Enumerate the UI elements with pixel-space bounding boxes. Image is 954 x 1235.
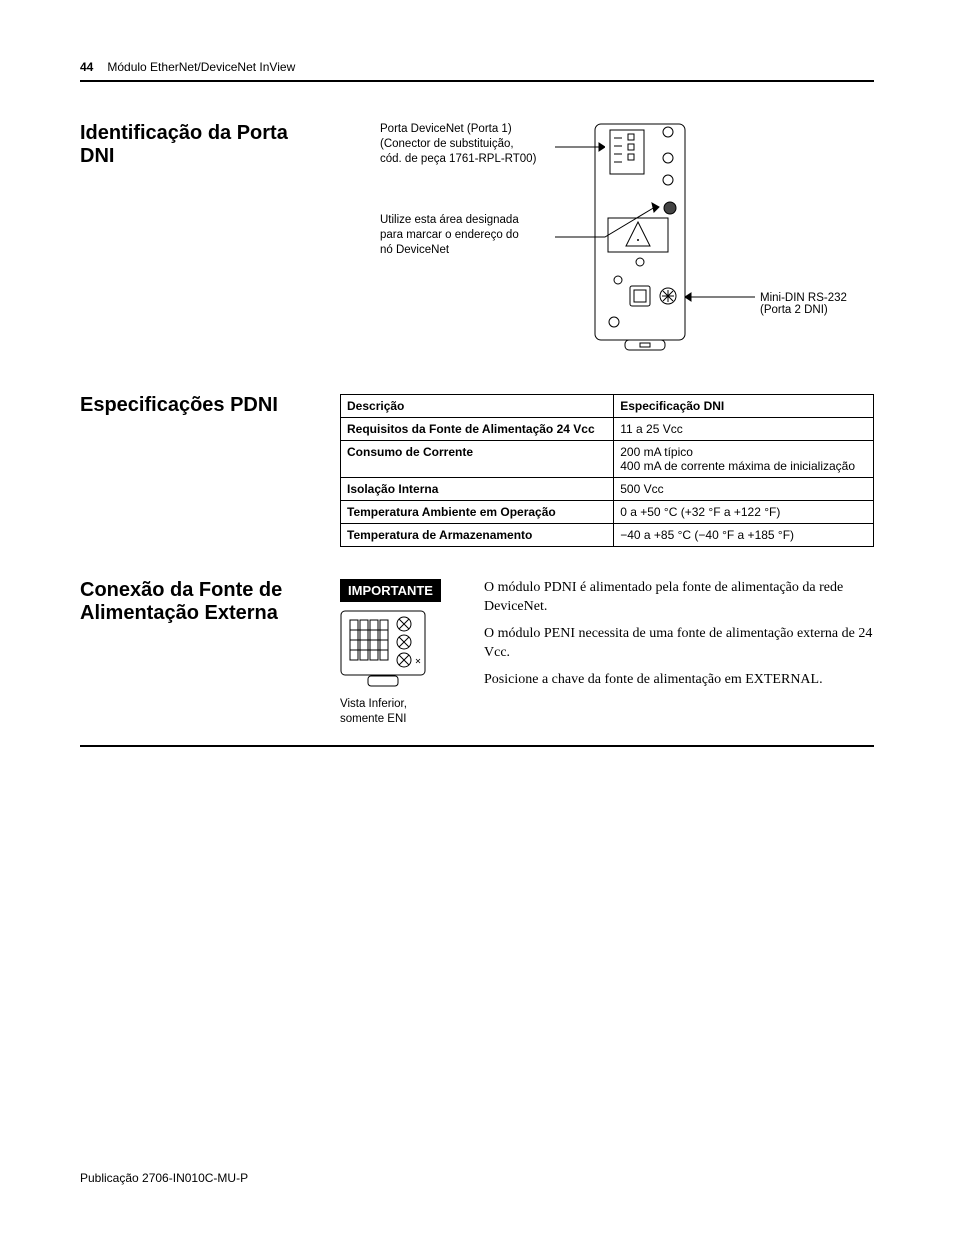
section3-heading: Conexão da Fonte de Alimentação Externa bbox=[80, 579, 310, 625]
col-descricao: Descrição bbox=[341, 395, 614, 418]
paragraph: O módulo PDNI é alimentado pela fonte de… bbox=[484, 579, 874, 617]
table-row: Temperatura Ambiente em Operação 0 a +50… bbox=[341, 501, 874, 524]
section-especificacoes: Especificações PDNI Descrição Especifica… bbox=[80, 394, 874, 547]
dni-diagram: Porta DeviceNet (Porta 1) (Conector de s… bbox=[340, 122, 874, 362]
table-header-row: Descrição Especificação DNI bbox=[341, 395, 874, 418]
table-row: Temperatura de Armazenamento −40 a +85 °… bbox=[341, 524, 874, 547]
spec-table: Descrição Especificação DNI Requisitos d… bbox=[340, 394, 874, 547]
table-row: Isolação Interna 500 Vcc bbox=[341, 478, 874, 501]
bottom-view-caption: Vista Inferior, somente ENI bbox=[340, 697, 460, 727]
section3-body: O módulo PDNI é alimentado pela fonte de… bbox=[484, 579, 874, 727]
section-identificacao: Identificação da Porta DNI Porta DeviceN… bbox=[80, 122, 874, 362]
bottom-view-icon bbox=[340, 610, 426, 688]
col-espec-dni: Especificação DNI bbox=[614, 395, 874, 418]
publication-footer: Publicação 2706-IN010C-MU-P bbox=[80, 1171, 248, 1185]
label-node-area: Utilize esta área designada para marcar … bbox=[380, 213, 560, 258]
table-row: Requisitos da Fonte de Alimentação 24 Vc… bbox=[341, 418, 874, 441]
table-row: Consumo de Corrente 200 mA típico 400 mA… bbox=[341, 441, 874, 478]
importante-badge: IMPORTANTE bbox=[340, 579, 441, 602]
section1-heading: Identificação da Porta DNI bbox=[80, 122, 310, 168]
section2-heading: Especificações PDNI bbox=[80, 394, 310, 417]
label-port1: Porta DeviceNet (Porta 1) (Conector de s… bbox=[380, 122, 560, 167]
section-conexao: Conexão da Fonte de Alimentação Externa … bbox=[80, 579, 874, 747]
paragraph: Posicione a chave da fonte de alimentaçã… bbox=[484, 671, 874, 690]
page-header: 44 Módulo EtherNet/DeviceNet InView bbox=[80, 60, 874, 82]
paragraph: O módulo PENI necessita de uma fonte de … bbox=[484, 625, 874, 663]
page-number: 44 bbox=[80, 60, 93, 74]
header-title: Módulo EtherNet/DeviceNet InView bbox=[107, 60, 295, 74]
label-minidin: Mini-DIN RS-232 (Porta 2 DNI) bbox=[760, 292, 874, 316]
